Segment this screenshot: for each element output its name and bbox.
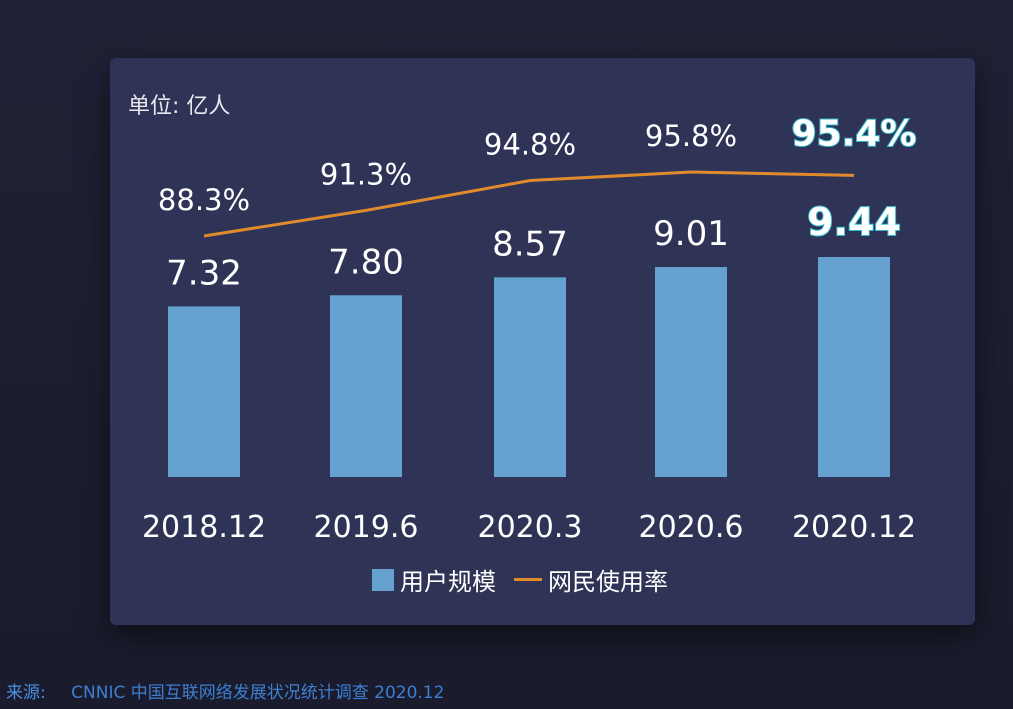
line-value-label: 91.3% xyxy=(320,157,412,191)
legend: 用户规模 网民使用率 xyxy=(372,562,668,597)
x-tick-label: 2020.6 xyxy=(639,510,744,545)
legend-line-swatch xyxy=(514,578,542,581)
bar-value-label: 7.32 xyxy=(166,253,242,293)
bar-value-label: 9.44 xyxy=(807,200,901,244)
bar xyxy=(818,257,890,477)
x-tick-label: 2019.6 xyxy=(314,510,419,545)
bar-value-label: 8.57 xyxy=(492,224,568,264)
line-value-label: 95.4% xyxy=(792,113,917,154)
x-tick-label: 2018.12 xyxy=(142,510,266,545)
legend-bar-swatch xyxy=(372,568,394,591)
x-tick-label: 2020.3 xyxy=(478,510,583,545)
usage-rate-line xyxy=(203,170,855,238)
bar-value-label: 7.80 xyxy=(328,242,404,282)
bar xyxy=(330,295,402,477)
bar xyxy=(168,306,240,477)
legend-line-label: 网民使用率 xyxy=(548,568,668,596)
legend-bar-label: 用户规模 xyxy=(400,568,496,596)
x-tick-label: 2020.12 xyxy=(792,510,916,545)
line-value-label: 88.3% xyxy=(158,183,250,217)
unit-label: 单位: 亿人 xyxy=(128,94,231,119)
source-note: 来源: CNNIC 中国互联网络发展状况统计调查 2020.12 xyxy=(6,678,444,703)
source-text: CNNIC 中国互联网络发展状况统计调查 2020.12 xyxy=(71,683,445,703)
bar-value-label: 9.01 xyxy=(653,214,729,254)
line-value-label: 94.8% xyxy=(484,128,576,162)
line-value-label: 95.8% xyxy=(645,119,737,153)
source-label: 来源: xyxy=(6,683,46,703)
bar xyxy=(655,267,727,477)
bar xyxy=(494,277,566,477)
